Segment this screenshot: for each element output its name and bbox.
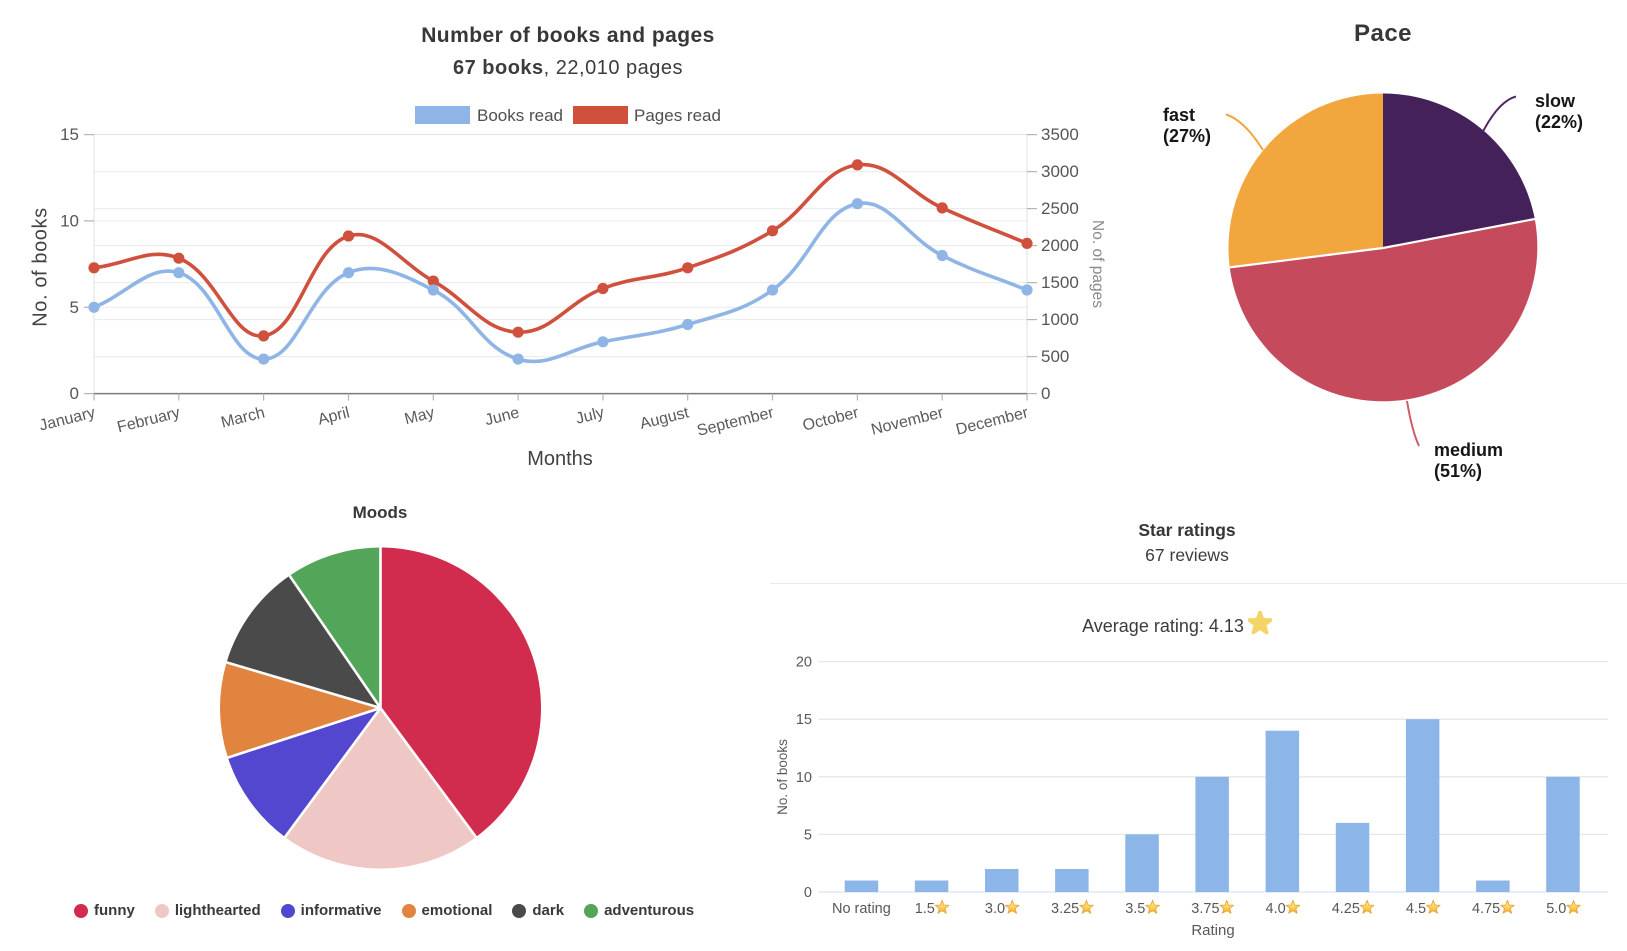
svg-text:3.25: 3.25 xyxy=(1051,901,1079,917)
svg-text:5.0: 5.0 xyxy=(1546,901,1566,917)
svg-text:March: March xyxy=(219,404,266,431)
svg-text:3.75: 3.75 xyxy=(1191,901,1219,917)
svg-text:November: November xyxy=(869,404,945,439)
svg-text:3000: 3000 xyxy=(1041,162,1079,181)
svg-text:10: 10 xyxy=(796,770,812,786)
svg-text:0: 0 xyxy=(804,885,812,901)
svg-text:15: 15 xyxy=(60,125,79,144)
svg-text:0: 0 xyxy=(1041,384,1050,403)
svg-text:20: 20 xyxy=(796,655,812,671)
svg-text:5: 5 xyxy=(70,298,79,317)
svg-text:10: 10 xyxy=(60,211,79,230)
svg-text:3.5: 3.5 xyxy=(1125,901,1145,917)
svg-text:1000: 1000 xyxy=(1041,310,1079,329)
svg-text:1.5: 1.5 xyxy=(915,901,935,917)
svg-text:September: September xyxy=(695,404,776,440)
svg-text:500: 500 xyxy=(1041,347,1069,366)
svg-text:4.0: 4.0 xyxy=(1266,901,1286,917)
svg-text:5: 5 xyxy=(804,827,812,843)
svg-text:July: July xyxy=(574,404,606,427)
svg-text:0: 0 xyxy=(70,384,79,403)
svg-text:No rating: No rating xyxy=(832,901,891,917)
svg-text:4.25: 4.25 xyxy=(1332,901,1360,917)
svg-text:2000: 2000 xyxy=(1041,236,1079,255)
svg-text:December: December xyxy=(954,404,1030,439)
svg-text:Rating: Rating xyxy=(1191,922,1234,939)
svg-text:1500: 1500 xyxy=(1041,273,1079,292)
svg-text:3.0: 3.0 xyxy=(985,901,1005,917)
svg-text:4.5: 4.5 xyxy=(1406,901,1426,917)
svg-text:January: January xyxy=(38,404,97,434)
svg-text:August: August xyxy=(638,404,691,433)
svg-text:15: 15 xyxy=(796,712,812,728)
svg-text:2500: 2500 xyxy=(1041,199,1079,218)
svg-text:May: May xyxy=(403,404,436,428)
svg-text:February: February xyxy=(116,404,182,436)
svg-text:No. of books: No. of books xyxy=(775,739,790,815)
svg-text:October: October xyxy=(801,404,861,434)
svg-text:June: June xyxy=(483,404,521,429)
svg-text:3500: 3500 xyxy=(1041,125,1079,144)
svg-text:April: April xyxy=(316,404,351,428)
svg-text:4.75: 4.75 xyxy=(1472,901,1500,917)
